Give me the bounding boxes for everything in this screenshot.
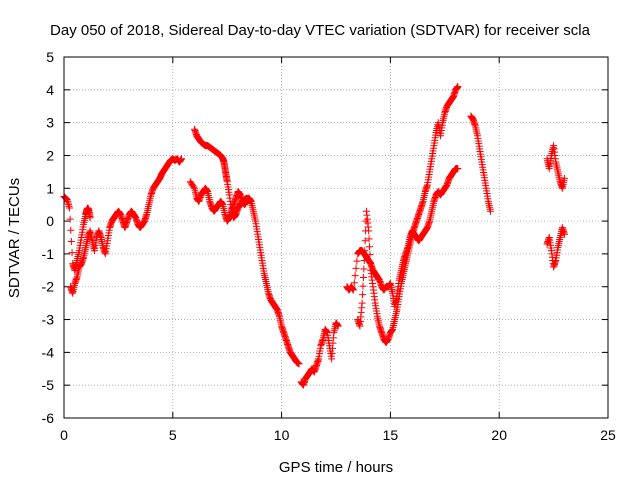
data-point [366,258,374,266]
y-tick-label: -4 [42,344,55,360]
data-point [295,360,303,368]
y-tick-label: -2 [42,279,55,295]
grid [63,56,609,419]
y-tick-label: 2 [46,147,54,163]
data-point [334,322,342,330]
data-point [65,204,73,212]
x-tick-labels: 0 5 10 15 20 25 [60,427,616,443]
y-tick-label: 4 [46,82,54,98]
data-point [359,282,367,290]
series-track-b [67,155,186,297]
data-point [359,291,367,299]
y-tick-labels: -6 -5 -4 -3 -2 -1 0 1 2 3 4 5 [42,49,55,426]
data-point [67,226,75,234]
data-point [352,264,360,272]
x-axis-label: GPS time / hours [279,459,393,476]
series-track-a [60,192,94,274]
x-tick-label: 10 [274,427,290,443]
data-point [454,83,462,91]
data-point [560,230,568,238]
data-point [190,183,198,191]
series-track-i [543,142,568,192]
data-point [560,174,568,182]
data-point [359,274,367,282]
data-point [86,214,94,222]
series-track-f [343,165,462,310]
data-point [366,243,374,251]
chart-title: Day 050 of 2018, Sidereal Day-to-day VTE… [50,22,591,39]
series-track-d [191,125,255,222]
x-tick-label: 25 [600,427,616,443]
x-tick-label: 0 [60,427,68,443]
x-tick-label: 5 [169,427,177,443]
data-point [247,197,255,205]
data-point [454,165,462,173]
data-point [351,272,359,280]
x-tick-label: 15 [383,427,399,443]
data-point [66,215,74,223]
y-tick-label: -6 [42,410,55,426]
data-point [178,155,186,163]
y-tick-label: -3 [42,312,55,328]
data-point [365,227,373,235]
data-point [67,237,75,245]
y-tick-label: -5 [42,377,55,393]
data-point [68,249,76,257]
data-point [350,279,358,287]
data-point [353,257,361,265]
data-point [361,247,369,255]
y-axis-label: SDTVAR / TECUs [6,178,23,298]
data-point [486,207,494,215]
data-points [60,83,568,389]
series-track-c [186,178,303,368]
data-point [366,251,374,259]
data-point [365,235,373,243]
series-track-j [543,224,568,271]
y-tick-label: 5 [46,49,54,65]
y-tick-label: -1 [42,246,55,262]
data-point [361,237,369,245]
plot-frame [63,56,609,419]
y-tick-label: 1 [46,180,54,196]
data-point [349,286,357,294]
data-point [360,256,368,264]
x-tick-label: 20 [491,427,507,443]
series-track-e [297,319,342,389]
data-point [360,265,368,273]
series-track-g [354,83,462,347]
y-tick-label: 3 [46,115,54,131]
y-tick-label: 0 [46,213,54,229]
data-point [358,299,366,307]
series-track-h [467,112,494,215]
